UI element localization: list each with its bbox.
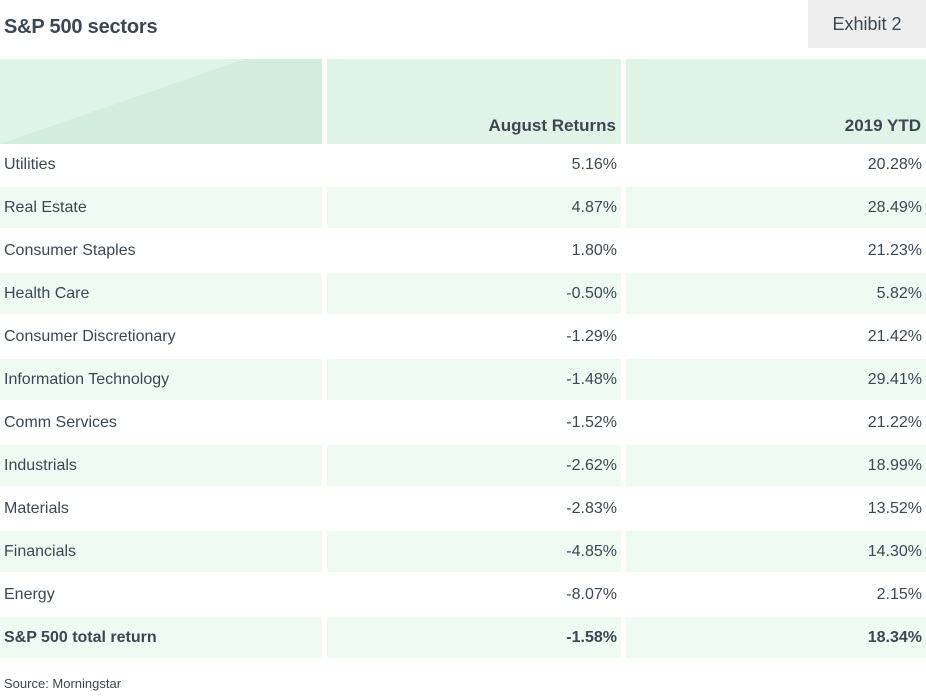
sector-name-cell: Information Technology bbox=[0, 359, 322, 400]
sector-name-cell: Energy bbox=[4, 585, 55, 603]
sector-name-cell: Comm Services bbox=[4, 413, 117, 431]
ytd-return-cell: 5.82% bbox=[626, 273, 926, 314]
column-header-august: August Returns bbox=[488, 116, 617, 135]
sector-name-cell: Real Estate bbox=[0, 187, 322, 228]
table-row: Industrials -2.62% 18.99% bbox=[0, 445, 926, 488]
table-body: Utilities 5.16% 20.28% Real Estate 4.87% 28.4… bbox=[0, 144, 926, 660]
august-return-cell: -8.07% bbox=[566, 585, 617, 603]
sector-name-cell: Health Care bbox=[0, 273, 322, 314]
august-return-cell: -0.50% bbox=[327, 273, 621, 314]
sector-returns-table: August Returns 2019 YTD Utilities 5.16% 20… bbox=[0, 59, 926, 660]
august-return-cell: -2.62% bbox=[327, 445, 621, 486]
ytd-return-cell: 20.28% bbox=[867, 155, 922, 173]
ytd-return-cell: 28.49% bbox=[626, 187, 926, 228]
ytd-return-cell: 21.42% bbox=[867, 327, 922, 345]
sector-name-cell: Utilities bbox=[4, 155, 56, 173]
table-row: Materials -2.83% 13.52% bbox=[0, 488, 926, 531]
august-return-cell: 5.16% bbox=[571, 155, 617, 173]
table-row: Health Care -0.50% 5.82% bbox=[0, 273, 926, 316]
column-header-ytd: 2019 YTD bbox=[844, 116, 921, 135]
ytd-return-cell: 18.34% bbox=[626, 617, 926, 658]
sector-name-cell: Consumer Discretionary bbox=[4, 327, 176, 345]
table-row: Utilities 5.16% 20.28% bbox=[0, 144, 926, 187]
sector-name-cell: Industrials bbox=[0, 445, 322, 486]
august-return-cell: 4.87% bbox=[327, 187, 621, 228]
table-row: Comm Services -1.52% 21.22% bbox=[0, 402, 926, 445]
august-return-cell: -4.85% bbox=[327, 531, 621, 572]
table-row: Real Estate 4.87% 28.49% bbox=[0, 187, 926, 230]
ytd-return-cell: 2.15% bbox=[876, 585, 922, 603]
august-return-cell: 1.80% bbox=[571, 241, 617, 259]
sector-name-cell: Materials bbox=[4, 499, 69, 517]
table-header-row: August Returns 2019 YTD bbox=[0, 59, 926, 144]
table-row: Financials -4.85% 14.30% bbox=[0, 531, 926, 574]
table-row: Consumer Staples 1.80% 21.23% bbox=[0, 230, 926, 273]
table-row: Energy -8.07% 2.15% bbox=[0, 574, 926, 617]
sector-name-cell: Financials bbox=[0, 531, 322, 572]
august-return-cell: -1.52% bbox=[566, 413, 617, 431]
sector-name-cell: Consumer Staples bbox=[4, 241, 136, 259]
ytd-return-cell: 18.99% bbox=[626, 445, 926, 486]
table-total-row: S&P 500 total return -1.58% 18.34% bbox=[0, 617, 926, 660]
header-diagonal-decoration bbox=[0, 59, 322, 144]
table-row: Consumer Discretionary -1.29% 21.42% bbox=[0, 316, 926, 359]
ytd-return-cell: 29.41% bbox=[626, 359, 926, 400]
ytd-return-cell: 14.30% bbox=[626, 531, 926, 572]
exhibit-badge: Exhibit 2 bbox=[808, 0, 926, 48]
ytd-return-cell: 21.22% bbox=[867, 413, 922, 431]
header-corner-cell bbox=[0, 59, 322, 144]
ytd-return-cell: 13.52% bbox=[867, 499, 922, 517]
header-august-cell: August Returns bbox=[327, 59, 621, 144]
ytd-return-cell: 21.23% bbox=[867, 241, 922, 259]
august-return-cell: -2.83% bbox=[566, 499, 617, 517]
sector-name-cell: S&P 500 total return bbox=[0, 617, 322, 658]
page-title: S&P 500 sectors bbox=[4, 16, 158, 38]
august-return-cell: -1.29% bbox=[566, 327, 617, 345]
header-ytd-cell: 2019 YTD bbox=[626, 59, 926, 144]
august-return-cell: -1.58% bbox=[327, 617, 621, 658]
august-return-cell: -1.48% bbox=[327, 359, 621, 400]
table-row: Information Technology -1.48% 29.41% bbox=[0, 359, 926, 402]
source-note: Source: Morningstar bbox=[4, 676, 122, 691]
